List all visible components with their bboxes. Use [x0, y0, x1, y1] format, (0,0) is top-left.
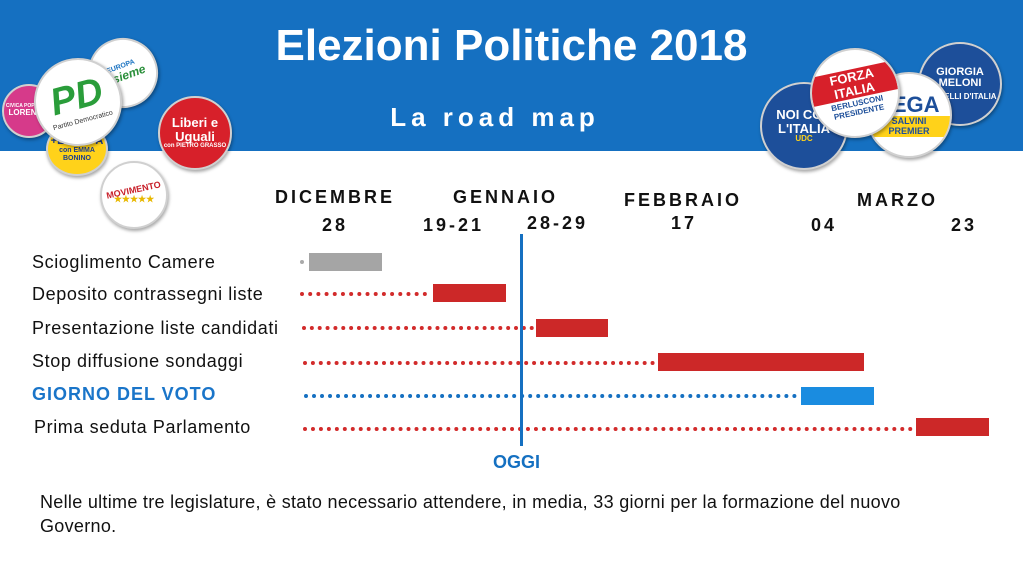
date-04: 04	[811, 215, 838, 235]
row-label-scioglimento: Scioglimento Camere	[32, 252, 216, 272]
row-label-deposito: Deposito contrassegni liste	[32, 284, 264, 304]
date-19-21: 19-21	[423, 215, 485, 235]
row-dots-voto	[304, 394, 797, 398]
month-dicembre: DICEMBRE	[275, 187, 396, 207]
fdi-logo-sub: FRATELLI D'ITALIA	[923, 91, 997, 101]
piu-europa-logo-sub: con EMMA BONINO	[59, 147, 95, 162]
row-label-presentazione: Presentazione liste candidati	[32, 318, 279, 338]
row-dots-parlamento	[303, 427, 913, 431]
lorenzin-logo-main: LORENZIN	[8, 108, 50, 118]
row-bar-sondaggi	[658, 353, 864, 371]
row-dots-deposito	[300, 292, 427, 296]
row-label-sondaggi: Stop diffusione sondaggi	[32, 351, 244, 371]
row-bar-presentazione	[536, 319, 608, 337]
row-dots-sondaggi	[303, 361, 655, 365]
today-line	[520, 234, 523, 446]
row-dots-presentazione	[302, 326, 534, 330]
footer-note: Nelle ultime tre legislature, è stato ne…	[40, 492, 901, 536]
fdi-logo-main: GIORGIA MELONI	[936, 65, 984, 90]
month-febbraio: FEBBRAIO	[624, 190, 742, 210]
row-bar-voto	[801, 387, 874, 405]
date-28-29: 28-29	[527, 213, 589, 233]
page-title: Elezioni Politiche 2018	[275, 21, 748, 70]
row-dots-scioglimento	[300, 260, 305, 264]
leu-logo-main: Liberi e Uguali	[171, 115, 219, 144]
month-gennaio: GENNAIO	[453, 187, 559, 207]
row-bar-scioglimento	[309, 253, 382, 271]
lorenzin-logo-sub: CIVICA POPOLARE	[5, 103, 53, 110]
noi-logo-sub: UDC	[795, 134, 813, 144]
today-label: OGGI	[493, 452, 541, 472]
date-28: 28	[322, 215, 349, 235]
row-bar-deposito	[433, 284, 506, 302]
date-17: 17	[671, 213, 698, 233]
m5s-logo: MOVIMENTO ★★★★★	[100, 161, 168, 229]
m5s-logo-sub: ★★★★★	[113, 194, 155, 204]
date-23: 23	[951, 215, 978, 235]
leu-logo: Liberi e Uguali con PIETRO GRASSO	[158, 96, 232, 170]
row-label-voto: GIORNO DEL VOTO	[32, 384, 217, 404]
page-subtitle: La road map	[390, 102, 600, 132]
month-marzo: MARZO	[857, 190, 938, 210]
leu-logo-sub: con PIETRO GRASSO	[163, 143, 227, 150]
row-bar-parlamento	[916, 418, 989, 436]
row-label-parlamento: Prima seduta Parlamento	[34, 417, 251, 437]
